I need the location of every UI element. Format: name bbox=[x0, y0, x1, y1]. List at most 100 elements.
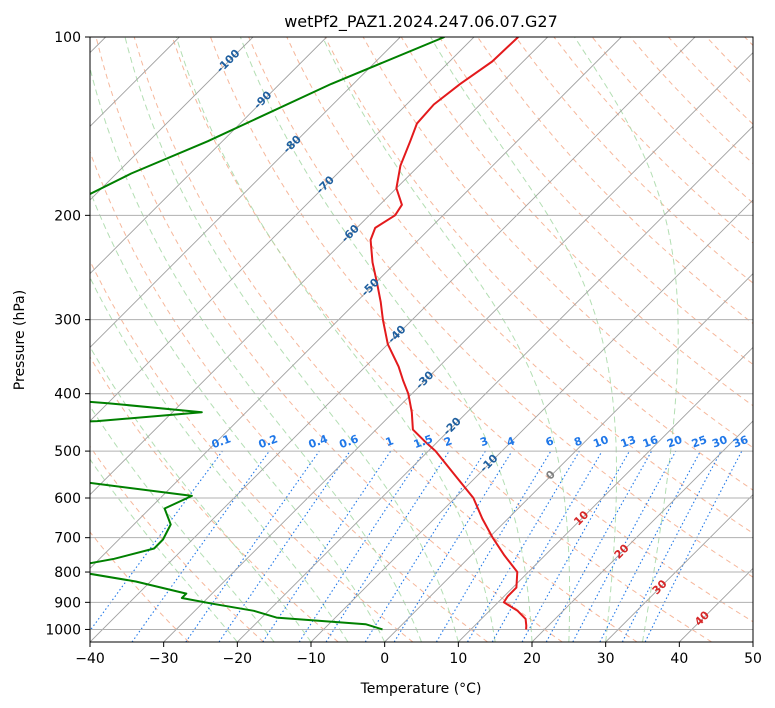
dewpoint-profile bbox=[90, 37, 445, 631]
moist-adiabat bbox=[90, 276, 349, 642]
moist-adiabat bbox=[175, 37, 496, 642]
y-tick-label: 700 bbox=[54, 531, 81, 547]
mixing-ratio-label: 2 bbox=[442, 434, 454, 449]
mixing-ratio-line bbox=[325, 450, 450, 642]
mixing-ratio-label: 1.5 bbox=[412, 432, 435, 451]
y-tick-label: 100 bbox=[54, 30, 81, 46]
dry-adiabat bbox=[90, 356, 339, 642]
mixing-ratio-label: 0.1 bbox=[210, 432, 233, 451]
mixing-ratio-line bbox=[572, 450, 677, 642]
x-tick-label: 10 bbox=[449, 651, 467, 667]
mixing-ratio-line bbox=[545, 450, 653, 642]
moist-adiabat bbox=[90, 405, 275, 642]
mixing-ratio-line bbox=[185, 450, 320, 642]
dry-adiabat bbox=[90, 259, 414, 642]
y-tick-label: 200 bbox=[54, 208, 81, 224]
moist-adiabat bbox=[322, 37, 571, 642]
mixing-ratio-line bbox=[131, 450, 270, 642]
isotherm bbox=[752, 641, 753, 642]
mixing-ratio-label: 1 bbox=[384, 434, 396, 449]
x-tick-label: 0 bbox=[380, 651, 389, 667]
moist-adiabat bbox=[90, 458, 238, 642]
dry-adiabat bbox=[171, 37, 712, 642]
isotherm-label: -80 bbox=[281, 132, 304, 155]
mixing-ratio-label: 20 bbox=[665, 433, 684, 451]
mixing-ratio-label: 36 bbox=[731, 433, 750, 451]
mixing-ratio-label: 25 bbox=[690, 433, 709, 450]
x-tick-label: 50 bbox=[744, 651, 762, 667]
y-tick-label: 600 bbox=[54, 491, 81, 507]
isotherm bbox=[90, 37, 401, 348]
isotherm-label: 10 bbox=[571, 508, 591, 528]
axes: −40 −30 −20 −10 0 10 20 30 40 5010020030040050060… bbox=[45, 30, 762, 667]
y-axis-title: Pressure (hPa) bbox=[12, 290, 28, 390]
dry-adiabat bbox=[706, 37, 753, 86]
isotherm bbox=[237, 125, 753, 642]
plot-frame bbox=[89, 36, 754, 643]
isotherm bbox=[384, 273, 753, 642]
background-lines bbox=[90, 37, 753, 642]
isotherm bbox=[679, 567, 753, 642]
chart-title: wetPf2_PAZ1.2024.247.06.07.G27 bbox=[284, 12, 558, 32]
dry-adiabat bbox=[133, 37, 638, 642]
moist-adiabat bbox=[239, 37, 533, 642]
isotherm-label: -40 bbox=[385, 322, 408, 345]
pressure-gridlines bbox=[90, 37, 753, 630]
isotherm-label: 40 bbox=[692, 608, 712, 628]
x-tick-label: −40 bbox=[75, 651, 105, 667]
mixing-ratio-line bbox=[599, 450, 701, 642]
dry-adiabat bbox=[400, 37, 753, 407]
isotherm bbox=[458, 346, 753, 642]
isotherm-label: -30 bbox=[413, 368, 436, 391]
dry-adiabat bbox=[553, 37, 753, 244]
isotherm-label: -100 bbox=[214, 47, 243, 76]
dry-adiabat bbox=[248, 37, 753, 578]
mixing-ratio-label: 10 bbox=[591, 433, 610, 451]
isotherm-label: -70 bbox=[314, 173, 337, 196]
mixing-ratio-label: 30 bbox=[710, 433, 729, 451]
dry-adiabat bbox=[515, 37, 753, 284]
dry-adiabat bbox=[438, 37, 753, 366]
x-tick-label: −30 bbox=[149, 651, 179, 667]
isotherm bbox=[90, 37, 548, 496]
mixing-ratio-line bbox=[364, 450, 486, 642]
mixing-ratio-label: 0.6 bbox=[338, 432, 361, 451]
x-tick-label: 20 bbox=[523, 651, 541, 667]
dry-adiabat bbox=[90, 531, 190, 642]
dry-adiabat bbox=[90, 445, 264, 642]
mixing-ratio-label: 8 bbox=[572, 434, 584, 449]
isotherm-label: -10 bbox=[477, 451, 500, 474]
moist-adiabat bbox=[90, 345, 312, 642]
moist-adiabat bbox=[90, 65, 422, 642]
mixing-ratio-label: 0.4 bbox=[307, 432, 330, 451]
line-labels: -100-90-80-70-60-50-40-30-20-10010203040… bbox=[210, 47, 751, 629]
y-tick-label: 900 bbox=[54, 595, 81, 611]
dry-adiabat bbox=[668, 37, 753, 125]
mixing-ratio-line bbox=[393, 450, 513, 642]
isotherm bbox=[531, 420, 753, 642]
moist-adiabat bbox=[90, 189, 386, 642]
moist-adiabat bbox=[574, 37, 679, 642]
mixing-ratio-line bbox=[262, 450, 392, 642]
moist-adiabat bbox=[430, 37, 617, 642]
x-tick-label: −10 bbox=[296, 651, 326, 667]
isotherm bbox=[90, 37, 254, 201]
isotherm-label: 20 bbox=[612, 541, 632, 561]
y-tick-label: 1000 bbox=[45, 622, 81, 638]
y-tick-label: 500 bbox=[54, 444, 81, 460]
mixing-ratio-line bbox=[298, 450, 425, 642]
dry-adiabat bbox=[95, 37, 563, 642]
dry-adiabat bbox=[744, 37, 753, 47]
x-tick-label: 40 bbox=[670, 651, 688, 667]
isotherm-label: -60 bbox=[339, 222, 362, 245]
mixing-ratio-line bbox=[90, 450, 223, 632]
y-tick-label: 300 bbox=[54, 313, 81, 329]
mixing-ratio-label: 3 bbox=[478, 434, 490, 449]
moist-adiabat bbox=[124, 37, 459, 642]
x-tick-label: −20 bbox=[223, 651, 253, 667]
mixing-ratio-label: 4 bbox=[505, 434, 517, 449]
isotherm-label: -20 bbox=[441, 415, 464, 438]
isotherm bbox=[90, 37, 475, 422]
